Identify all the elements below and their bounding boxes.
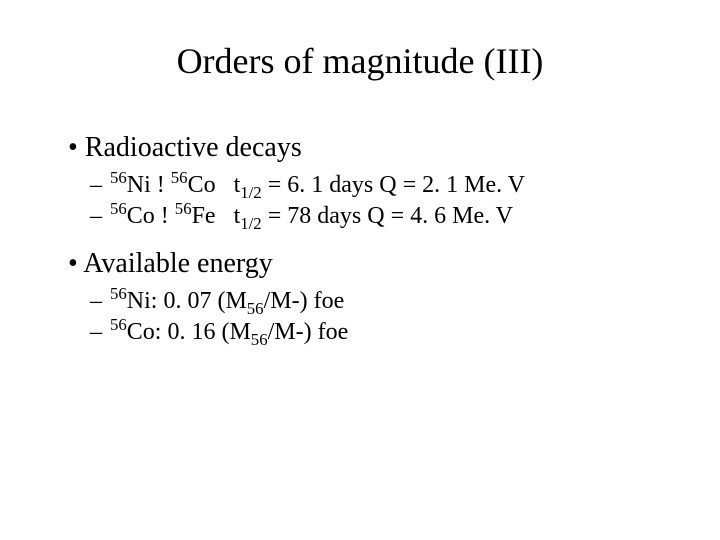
- mass-number: 56: [110, 199, 127, 218]
- tau-sub: 1/2: [240, 214, 261, 233]
- element: Co: [127, 319, 155, 345]
- mass-number: 56: [110, 284, 127, 303]
- value-text: : 0. 16 (M: [155, 319, 251, 345]
- tau-value: = 6. 1 days: [262, 172, 374, 198]
- energy-line-1: 56Ni: 0. 07 (M56/M-) foe: [50, 288, 670, 315]
- bullet-energy: Available energy: [50, 248, 670, 280]
- tau-value: = 78 days: [262, 203, 362, 229]
- rest-text: /M: [268, 319, 296, 345]
- rest-text: /M: [264, 288, 292, 314]
- element: Co: [127, 203, 155, 229]
- element: Co: [188, 172, 216, 198]
- bullet-decays: Radioactive decays: [50, 132, 670, 164]
- q-value: Q = 2. 1 Me. V: [373, 172, 525, 198]
- arrow: !: [155, 203, 175, 229]
- mass-number: 56: [171, 168, 188, 187]
- sun-symbol: -: [296, 319, 304, 345]
- decay-line-2: 56Co ! 56Fe t1/2 = 78 days Q = 4. 6 Me. …: [50, 203, 670, 230]
- close-text: ) foe: [304, 319, 349, 345]
- decay-line-1: 56Ni ! 56Co t1/2 = 6. 1 days Q = 2. 1 Me…: [50, 172, 670, 199]
- energy-line-2: 56Co: 0. 16 (M56/M-) foe: [50, 319, 670, 346]
- element: Ni: [127, 172, 151, 198]
- q-value: Q = 4. 6 Me. V: [361, 203, 513, 229]
- arrow: !: [151, 172, 171, 198]
- close-text: ) foe: [300, 288, 345, 314]
- sun-symbol: -: [292, 288, 300, 314]
- tau-sub: 1/2: [240, 183, 261, 202]
- mass-number: 56: [110, 168, 127, 187]
- value-text: : 0. 07 (M: [151, 288, 247, 314]
- m-sub: 56: [247, 299, 264, 318]
- mass-number: 56: [110, 315, 127, 334]
- element: Fe: [192, 203, 216, 229]
- slide-title: Orders of magnitude (III): [50, 40, 670, 82]
- m-sub: 56: [251, 330, 268, 349]
- mass-number: 56: [175, 199, 192, 218]
- element: Ni: [127, 288, 151, 314]
